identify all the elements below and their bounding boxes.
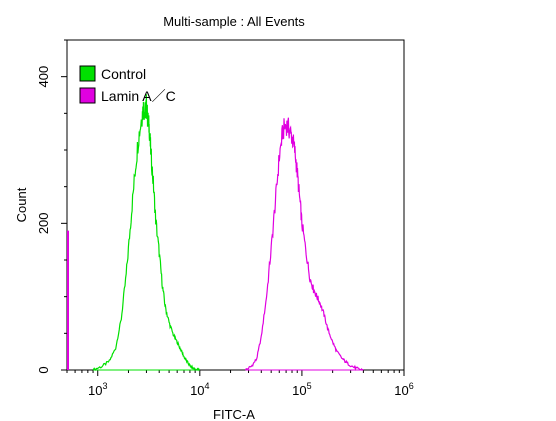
x-tick-label: 104: [190, 381, 209, 398]
x-tick-label: 105: [292, 381, 311, 398]
y-tick-label: 400: [36, 66, 51, 88]
series-line-lamin-a-c: [244, 117, 364, 372]
y-tick-label: 0: [36, 366, 51, 373]
legend-swatch: [79, 87, 96, 104]
series-layer: [67, 94, 364, 372]
y-axis-label: Count: [14, 187, 29, 222]
x-tick-label: 106: [394, 381, 413, 398]
series-line-control: [92, 94, 201, 372]
legend: Control Lamin A／C: [79, 65, 176, 104]
x-axis-ticks: 103 104 105 106: [66, 370, 414, 398]
x-axis-label: FITC-A: [213, 407, 255, 421]
y-tick-label: 200: [36, 212, 51, 234]
legend-label: Control: [101, 66, 146, 82]
y-axis-ticks: 0 200 400: [36, 39, 67, 374]
plot-area-frame: [66, 39, 405, 371]
x-tick-label: 103: [88, 381, 107, 398]
legend-label: Lamin A／C: [101, 88, 176, 104]
chart-title: Multi-sample : All Events: [163, 14, 305, 29]
legend-swatch: [79, 65, 96, 82]
